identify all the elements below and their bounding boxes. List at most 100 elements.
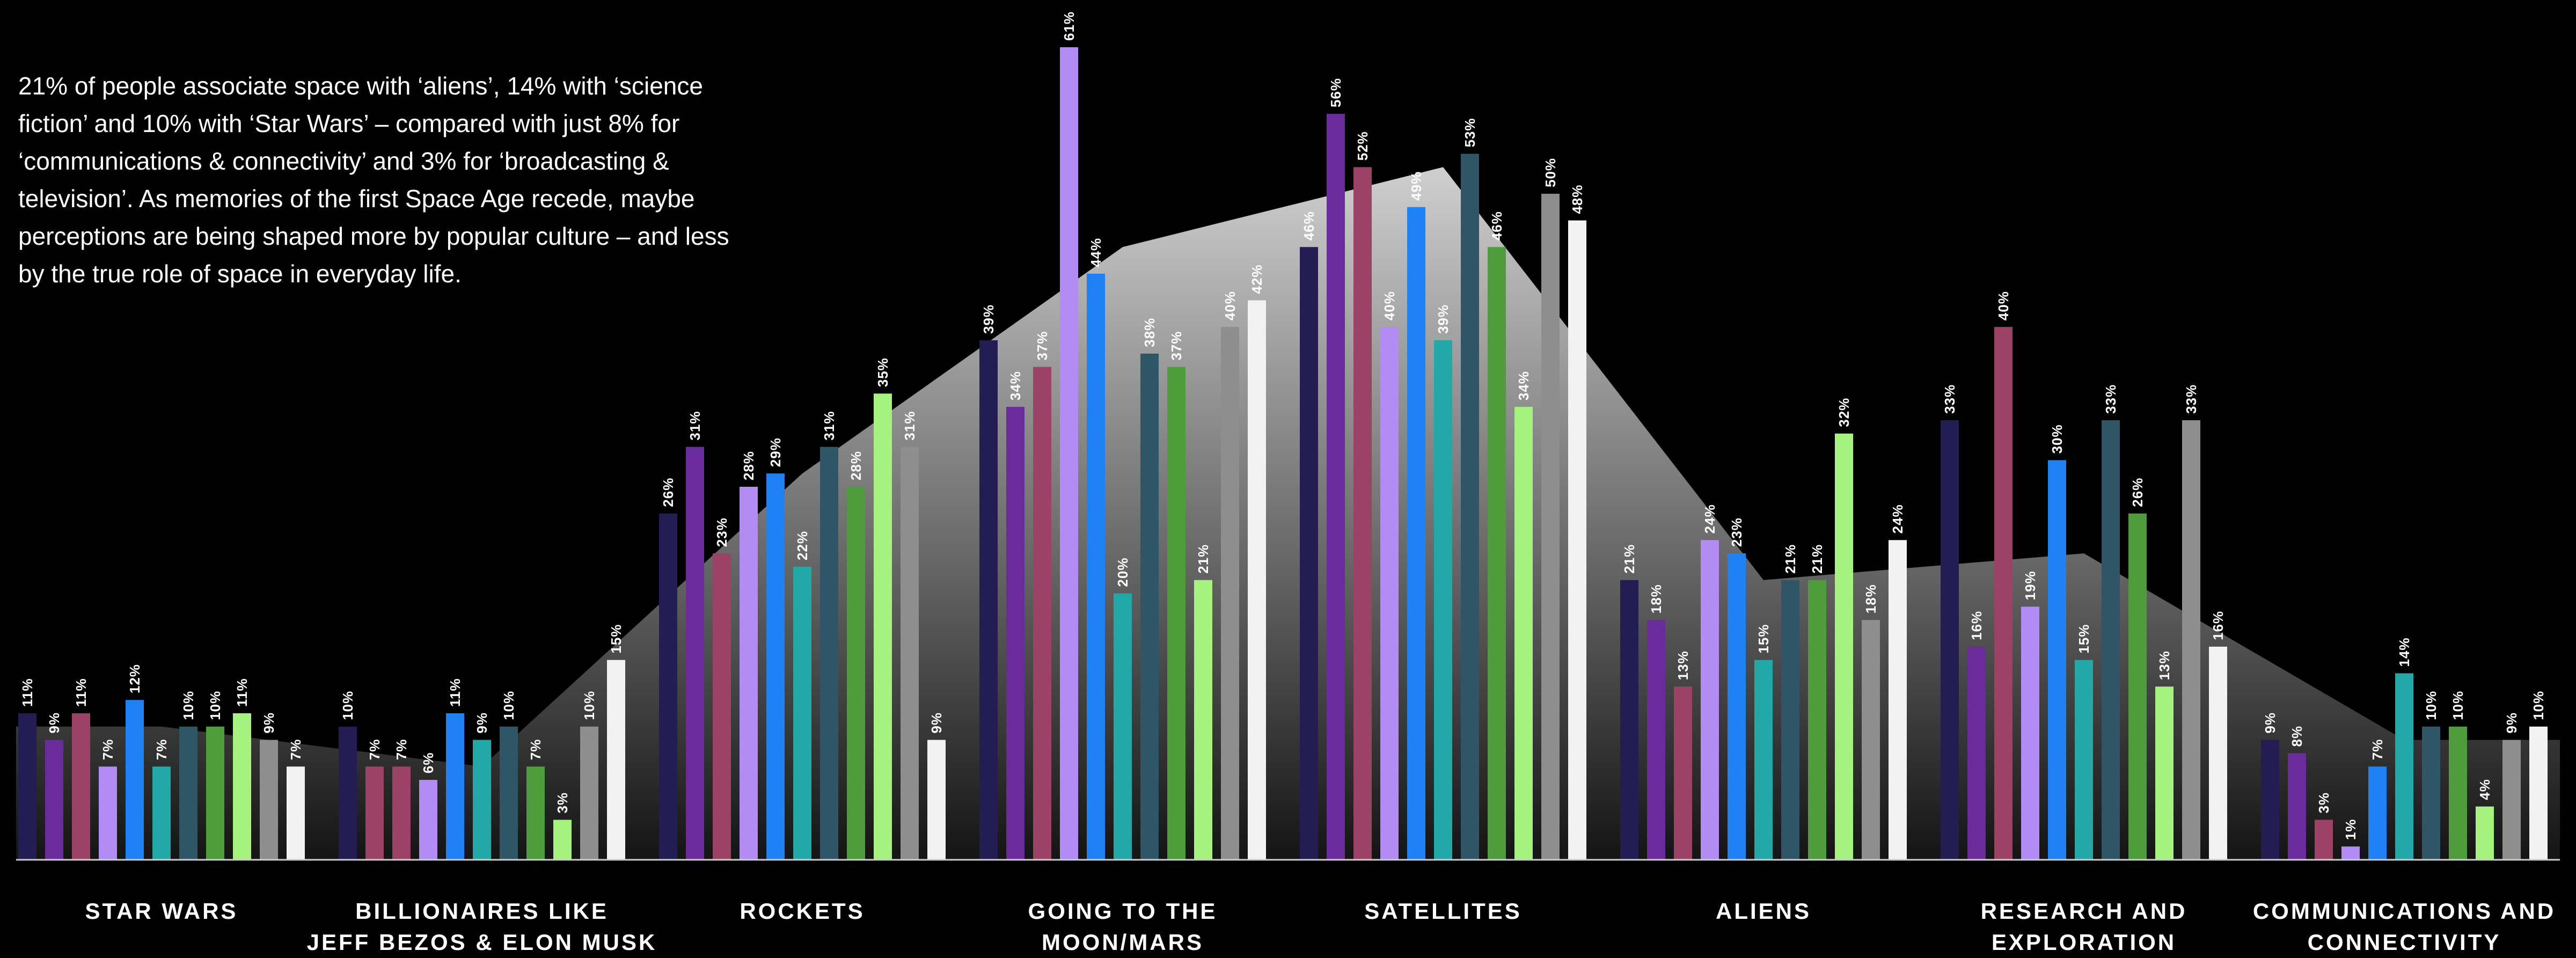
data-label: 7% xyxy=(367,739,383,760)
bar xyxy=(1808,580,1826,860)
bar xyxy=(1488,247,1506,860)
data-label: 40% xyxy=(1381,291,1397,320)
bar xyxy=(607,660,625,860)
data-label: 46% xyxy=(1301,211,1317,240)
data-label: 10% xyxy=(2423,691,2439,720)
data-label: 13% xyxy=(1675,650,1691,680)
bar xyxy=(392,766,411,860)
data-label: 4% xyxy=(2477,779,2493,800)
bar xyxy=(580,726,598,860)
bar xyxy=(2368,766,2387,860)
category-label: ALIENS xyxy=(1716,898,1811,924)
data-label: 13% xyxy=(2156,650,2172,680)
data-label: 48% xyxy=(1569,185,1585,214)
data-label: 24% xyxy=(1702,504,1718,533)
data-label: 3% xyxy=(2316,792,2332,814)
background-area xyxy=(16,167,2560,860)
bar xyxy=(713,553,731,860)
category-label: STAR WARS xyxy=(85,898,238,924)
data-label: 15% xyxy=(608,624,624,654)
bar xyxy=(1114,593,1132,860)
data-label: 37% xyxy=(1168,331,1184,361)
data-label: 26% xyxy=(2129,478,2146,507)
data-label: 44% xyxy=(1088,238,1104,267)
data-label: 42% xyxy=(1249,265,1265,294)
bar xyxy=(2341,846,2360,860)
data-label: 21% xyxy=(1809,544,1825,574)
bar xyxy=(1327,114,1345,860)
data-label: 33% xyxy=(2183,384,2199,414)
data-label: 40% xyxy=(1995,291,2011,320)
bar xyxy=(206,726,224,860)
bar xyxy=(1194,580,1212,860)
bar xyxy=(1941,420,1959,860)
data-label: 9% xyxy=(261,712,277,734)
bar xyxy=(1407,207,1425,860)
bar xyxy=(1674,686,1692,860)
category-label: COMMUNICATIONS AND xyxy=(2253,898,2556,924)
bar xyxy=(1087,273,1105,860)
bar xyxy=(2529,726,2548,860)
bar xyxy=(2075,660,2093,860)
data-label: 34% xyxy=(1007,371,1023,400)
bar xyxy=(419,780,437,860)
data-label: 14% xyxy=(2396,637,2412,667)
bar xyxy=(1248,300,1266,860)
data-label: 32% xyxy=(1836,398,1852,427)
data-label: 28% xyxy=(741,451,757,480)
bar xyxy=(287,766,305,860)
data-label: 9% xyxy=(2504,712,2520,734)
data-label: 11% xyxy=(447,678,463,707)
data-label: 7% xyxy=(528,739,544,760)
bar xyxy=(500,726,518,860)
bar xyxy=(927,740,946,860)
bar xyxy=(1380,327,1399,860)
data-label: 33% xyxy=(1942,384,1958,414)
bar xyxy=(1434,340,1452,860)
bar xyxy=(820,447,838,860)
data-label: 15% xyxy=(2076,624,2092,654)
data-label: 53% xyxy=(1462,118,1478,148)
data-label: 35% xyxy=(875,357,891,387)
bar xyxy=(179,726,197,860)
data-label: 21% xyxy=(1621,544,1637,574)
bar xyxy=(1033,367,1051,860)
data-label: 9% xyxy=(474,712,490,734)
data-label: 24% xyxy=(1890,504,1906,533)
bar xyxy=(847,487,865,860)
bar xyxy=(1835,433,1853,860)
data-label: 37% xyxy=(1034,331,1050,361)
bar xyxy=(233,713,251,860)
data-label: 31% xyxy=(821,411,837,441)
bar xyxy=(2449,726,2467,860)
data-label: 23% xyxy=(1729,517,1745,547)
bar xyxy=(979,340,998,860)
data-label: 49% xyxy=(1408,171,1424,201)
data-label: 39% xyxy=(980,304,997,334)
bar xyxy=(2395,673,2413,860)
bar xyxy=(2021,606,2039,860)
bar xyxy=(1781,580,1799,860)
bar xyxy=(553,820,572,860)
category-label: RESEARCH AND xyxy=(1981,898,2187,924)
bar xyxy=(2102,420,2120,860)
data-label: 10% xyxy=(581,691,597,720)
bar xyxy=(766,473,785,860)
bar xyxy=(260,740,278,860)
bar xyxy=(1862,620,1880,860)
bar xyxy=(1221,327,1239,860)
data-label: 7% xyxy=(100,739,116,760)
category-label: BILLIONAIRES LIKE xyxy=(355,898,609,924)
data-label: 7% xyxy=(288,739,304,760)
data-label: 7% xyxy=(393,739,409,760)
bar xyxy=(2155,686,2174,860)
data-label: 30% xyxy=(2049,424,2065,454)
bar xyxy=(1514,407,1533,860)
data-label: 7% xyxy=(2369,739,2385,760)
category-label: ROCKETS xyxy=(740,898,865,924)
data-label: 56% xyxy=(1328,78,1344,107)
bar xyxy=(339,726,357,860)
data-label: 10% xyxy=(340,691,356,720)
bar xyxy=(659,513,677,860)
